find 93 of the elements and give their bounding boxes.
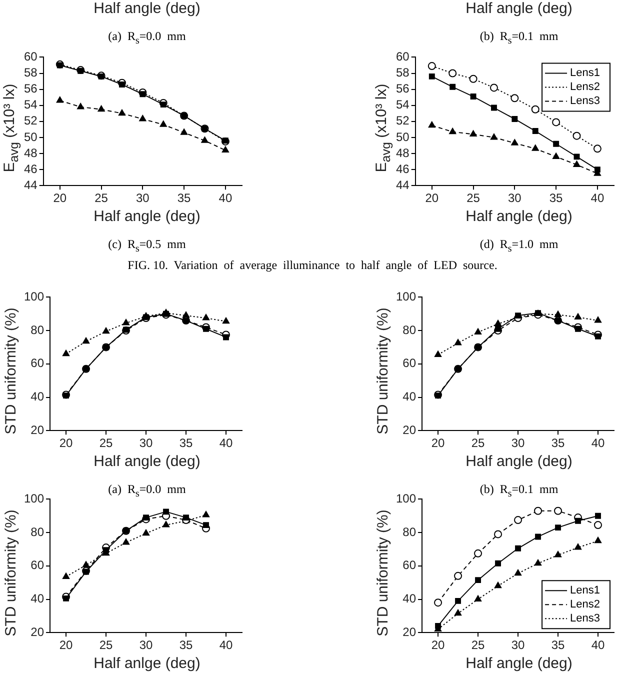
y-tick-label: 80 [402,524,416,539]
y-tick-label: 48 [24,146,38,160]
y-tick-label: 60 [30,558,44,572]
x-axis-title: Half anlge (deg) [92,655,202,672]
x-tick-label: 40 [591,638,605,652]
x-tick-label: 35 [177,191,192,206]
x-tick-label: 20 [59,436,74,450]
y-tick-label: 56 [24,82,38,96]
x-tick-label: 20 [431,638,446,652]
y-tick-label: 20 [30,422,44,437]
x-tick-label: 25 [99,436,114,450]
x-axis-title: Half angle (deg) [464,208,574,225]
x-tick-label: 35 [551,638,565,652]
y-axis-title: STD uniformity (%) [374,307,392,434]
y-tick-label: 100 [396,492,416,506]
y-tick-label: 46 [396,162,410,176]
x-tick-label: 25 [99,638,114,652]
y-tick-label: 40 [30,592,44,606]
text: Half angle (deg) [92,0,202,17]
x-tick-label: 40 [219,638,233,652]
text: (a) R$_{s}$=0.0 mm [107,29,187,46]
text: (b) R$_{s}$=0.1 mm [478,29,560,46]
x-tick-label: 30 [139,436,154,450]
x-tick-label: 25 [471,638,486,652]
text: (d) R$_{s}$=1.0 mm [478,237,560,254]
y-tick-label: 20 [402,624,416,639]
y-tick-label: 100 [24,492,44,506]
x-tick-label: 40 [219,436,233,450]
x-tick-label: 40 [590,191,604,206]
legend-label: Lens3 [570,95,600,108]
y-tick-label: 44 [24,178,38,192]
legend-label: Lens2 [570,598,600,611]
y-tick-label: 80 [402,322,416,337]
x-tick-label: 30 [136,191,150,206]
y-axis-title: STD uniformity (%) [374,509,392,636]
y-tick-label: 80 [30,322,44,337]
y-tick-label: 56 [396,82,410,96]
x-tick-label: 35 [179,638,193,652]
x-tick-label: 35 [551,436,565,450]
y-tick-label: 40 [402,390,416,404]
legend-label: Lens2 [570,81,600,94]
x-tick-label: 40 [218,191,232,206]
x-tick-label: 20 [425,191,439,206]
legend-label: Lens1 [570,67,600,80]
x-tick-label: 20 [53,191,67,206]
x-tick-label: 30 [508,191,522,206]
x-tick-label: 30 [511,638,526,652]
y-tick-label: 60 [402,356,416,370]
x-axis-title: Half angle (deg) [464,655,574,672]
x-axis-title: Half angle (deg) [92,453,202,470]
y-tick-label: 100 [24,290,44,304]
text: Half angle (deg) [464,0,574,17]
y-tick-label: 60 [24,50,38,64]
y-tick-label: 60 [30,356,44,370]
x-tick-label: 35 [179,436,193,450]
legend-label: Lens3 [570,612,600,625]
y-tick-label: 80 [30,524,44,539]
x-tick-label: 35 [549,191,564,206]
y-tick-label: 60 [402,558,416,572]
y-tick-label: 50 [24,130,38,144]
text: (c) R$_{s}$=0.5 mm [107,237,187,254]
y-tick-label: 52 [24,114,38,128]
x-tick-label: 30 [511,436,526,450]
y-tick-label: 44 [396,178,410,192]
y-tick-label: 50 [396,130,410,144]
y-axis-title: STD uniformity (%) [2,509,20,636]
y-tick-label: 58 [396,66,410,80]
legend-label: Lens1 [570,584,600,597]
x-tick-label: 40 [591,436,605,450]
y-tick-label: 40 [402,592,416,606]
x-tick-label: 20 [431,436,446,450]
annotation: (a) R$_{s}$=0.0 mm [108,482,186,500]
x-tick-label: 25 [471,436,486,450]
x-tick-label: 25 [94,191,108,206]
x-tick-label: 30 [139,638,154,652]
y-tick-label: 54 [24,98,38,112]
y-tick-label: 20 [30,624,44,639]
y-tick-label: 60 [396,50,410,64]
y-tick-label: 58 [24,66,38,80]
y-tick-label: 54 [396,98,410,112]
x-tick-label: 20 [59,638,74,652]
x-axis-title: Half angle (deg) [464,453,574,470]
x-axis-title: Half angle (deg) [92,208,202,225]
y-tick-label: 52 [396,114,410,128]
y-tick-label: 46 [24,162,38,176]
caption: FIG. 10. Variation of average illuminance to half angle of LED source. [126,258,498,273]
y-tick-label: 20 [402,422,416,437]
y-tick-label: 40 [30,390,44,404]
annotation: (b) R$_{s}$=0.1 mm [480,482,558,500]
y-tick-label: 100 [396,290,416,304]
y-tick-label: 48 [396,146,410,160]
x-tick-label: 25 [466,191,480,206]
y-axis-title: STD uniformity (%) [2,307,20,434]
